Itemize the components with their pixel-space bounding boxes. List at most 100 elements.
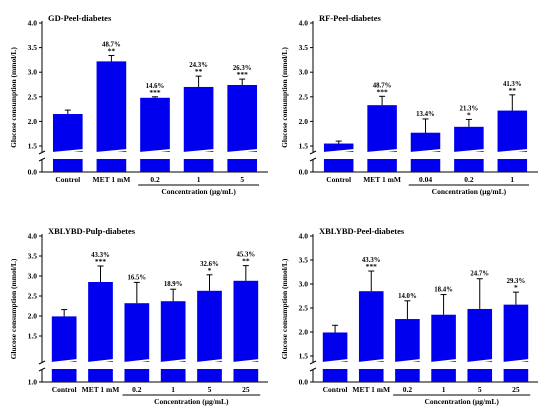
bar-lower	[96, 159, 127, 172]
percent-label: 45.3%	[236, 252, 255, 259]
bar-upper	[51, 316, 77, 362]
bar-upper	[395, 319, 420, 362]
category-label: MET 1 mM	[93, 175, 131, 184]
y-tick-label: 0.0	[299, 378, 309, 387]
y-tick-label: 3.5	[28, 252, 38, 261]
percent-label: 14.6%	[146, 83, 165, 90]
significance-mark: ***	[376, 87, 388, 96]
y-axis-label: Glucose consumption (mmol/L)	[280, 258, 289, 359]
bar-lower	[395, 369, 420, 382]
panel-title: RF-Peel-diabetes	[319, 13, 382, 23]
percent-label: 41.3%	[503, 81, 522, 88]
y-axis-label: Glucose consumption (mmol/L)	[280, 47, 289, 148]
bar-upper	[503, 304, 529, 362]
percent-label: 48.7%	[373, 82, 392, 89]
y-tick-label: 0.0	[299, 168, 309, 177]
category-label: 0.2	[150, 175, 160, 184]
y-tick-label: 4.0	[299, 232, 309, 241]
significance-mark: *	[208, 266, 212, 275]
category-label: 1	[171, 385, 175, 394]
y-tick-label: 1.0	[28, 378, 38, 387]
percent-label: 21.3%	[460, 105, 479, 112]
bar-lower	[52, 159, 83, 172]
y-tick-label: 1.5	[28, 142, 38, 151]
y-tick-label: 2.0	[28, 312, 38, 321]
y-tick-label: 3.0	[28, 272, 38, 281]
panel-gd-peel: GD-Peel-diabetes 0.0 1.5 2.0 2.5 3.0 3.5 4.0 Glu…	[9, 13, 268, 196]
y-tick-label: 2.5	[28, 92, 38, 101]
bar-upper	[160, 301, 186, 362]
significance-mark: ***	[366, 262, 378, 271]
y-tick-label: 2.0	[299, 117, 309, 126]
category-label: 25	[242, 385, 250, 394]
y-tick-label: 1.5	[28, 332, 38, 341]
bar-upper	[322, 332, 348, 362]
bar-upper	[88, 282, 113, 362]
axis-break-mark	[309, 367, 317, 372]
significance-mark: *	[514, 283, 518, 292]
y-tick-label: 0.0	[28, 168, 38, 177]
axis-break-mark	[38, 150, 46, 155]
bar-upper	[96, 61, 127, 152]
category-label: 0.2	[464, 175, 474, 184]
bar-upper	[497, 110, 528, 152]
bar-lower	[410, 159, 441, 172]
category-label: 5	[478, 385, 482, 394]
bar-break	[226, 149, 259, 154]
panel-title: XBLYBD-Peel-diabetes	[319, 226, 405, 236]
bar-lower	[358, 369, 384, 382]
significance-mark: *	[467, 110, 471, 119]
bar-break	[159, 359, 187, 364]
panel-title: GD-Peel-diabetes	[48, 13, 112, 23]
bar-upper	[52, 114, 83, 152]
axis-break-mark	[309, 150, 317, 155]
x-axis-label: Concentration (μg/mL)	[161, 187, 236, 196]
y-tick-label: 2.0	[299, 328, 309, 337]
category-label: MET 1 mM	[352, 385, 390, 394]
percent-label: 48.7%	[102, 41, 121, 48]
panel-rf-peel: RF-Peel-diabetes 0.0 1.5 2.0 2.5 3.0 3.5 4.0 Glu…	[280, 13, 538, 196]
bar-lower	[140, 159, 170, 172]
bar-lower	[197, 369, 222, 382]
percent-label: 13.4%	[416, 111, 435, 118]
significance-mark: ***	[149, 88, 161, 97]
y-axis-label: Glucose consumption (mmol/L)	[9, 258, 18, 359]
y-tick-label: 3.5	[28, 43, 38, 52]
bar-break	[502, 359, 530, 364]
bar-lower	[467, 369, 493, 382]
category-label: 1	[510, 175, 514, 184]
significance-mark: ***	[95, 257, 107, 266]
percent-label: 18.4%	[434, 287, 453, 294]
category-label: Control	[52, 385, 77, 394]
bar-break	[322, 149, 355, 154]
axis-break-mark	[38, 157, 46, 162]
y-tick-label: 2.5	[28, 292, 38, 301]
axis-break-mark	[309, 360, 317, 365]
category-label: 0.2	[132, 385, 142, 394]
y-tick-label: 3.0	[28, 68, 38, 77]
category-label: Control	[326, 175, 351, 184]
category-label: 1	[442, 385, 446, 394]
bar-lower	[183, 159, 214, 172]
y-tick-label: 1.5	[299, 142, 309, 151]
y-tick-label: 4.0	[28, 232, 38, 241]
bar-upper	[454, 126, 484, 152]
bar-lower	[124, 369, 150, 382]
bar-break	[182, 149, 215, 154]
bar-break	[366, 149, 398, 154]
bar-lower	[51, 369, 77, 382]
category-label: 0.04	[419, 175, 432, 184]
bar-upper	[367, 105, 397, 152]
bar-break	[357, 359, 385, 364]
y-tick-label: 1.5	[299, 352, 309, 361]
bar-upper	[197, 290, 222, 362]
bar-lower	[503, 369, 529, 382]
percent-label: 43.3%	[362, 257, 381, 264]
bar-lower	[367, 159, 397, 172]
bar-lower	[497, 159, 528, 172]
y-tick-label: 2.5	[299, 92, 309, 101]
bar-upper	[233, 280, 259, 362]
bar-upper	[140, 97, 170, 152]
percent-label: 26.3%	[233, 65, 252, 72]
